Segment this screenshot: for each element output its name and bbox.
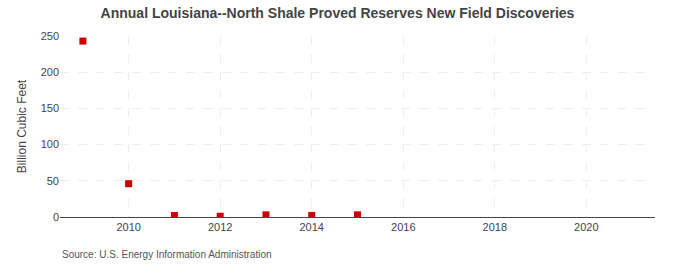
svg-text:2014: 2014: [299, 221, 323, 233]
svg-text:0: 0: [53, 211, 59, 223]
svg-text:Source: U.S. Energy Informatio: Source: U.S. Energy Information Administ…: [62, 249, 272, 260]
svg-text:2010: 2010: [116, 221, 140, 233]
svg-text:2012: 2012: [208, 221, 232, 233]
svg-text:Billion Cubic Feet: Billion Cubic Feet: [15, 79, 29, 173]
svg-text:2020: 2020: [574, 221, 598, 233]
svg-text:2016: 2016: [391, 221, 415, 233]
svg-text:100: 100: [41, 138, 59, 150]
svg-text:150: 150: [41, 102, 59, 114]
svg-text:Annual Louisiana--North Shale: Annual Louisiana--North Shale Proved Res…: [101, 5, 575, 21]
svg-text:250: 250: [41, 30, 59, 42]
svg-text:200: 200: [41, 66, 59, 78]
svg-text:50: 50: [47, 175, 59, 187]
svg-text:2018: 2018: [483, 221, 507, 233]
